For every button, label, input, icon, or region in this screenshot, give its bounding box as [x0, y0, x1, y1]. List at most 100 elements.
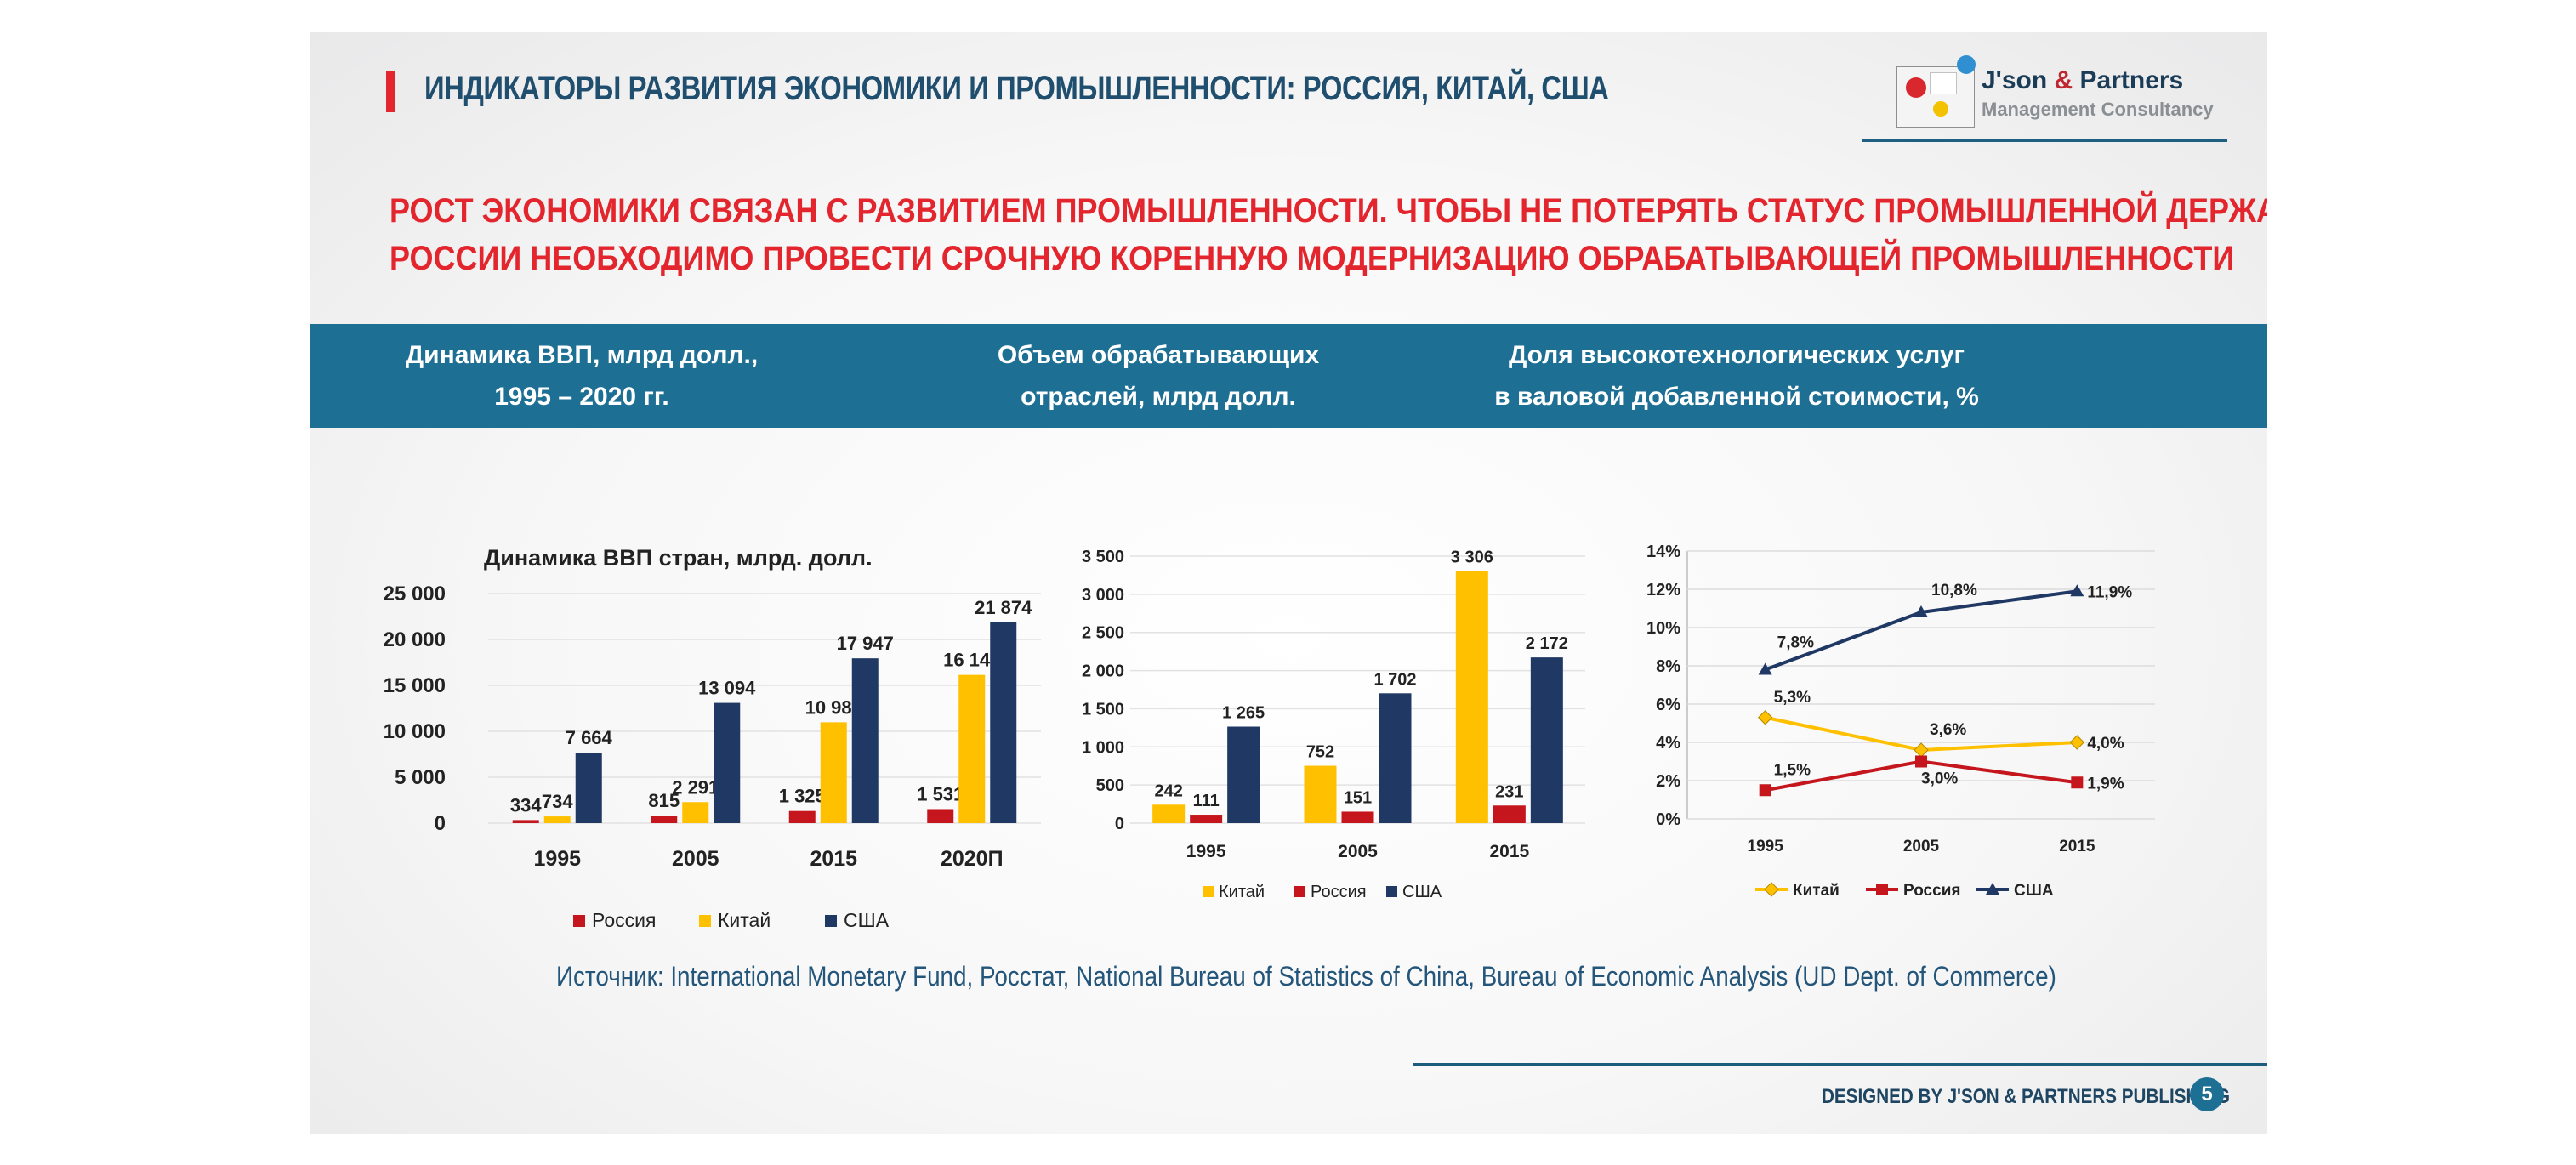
bar-Россия — [1341, 811, 1374, 823]
bar-США — [990, 622, 1017, 823]
bar-Китай — [820, 722, 847, 823]
bar-США — [851, 658, 879, 823]
data-label: 1 265 — [1222, 704, 1265, 723]
y-tick-label: 2 500 — [1082, 624, 1124, 643]
marker-Китай — [1757, 710, 1773, 725]
footer-credit: DESIGNED BY J'SON & PARTNERS PUBLISHING — [1822, 1085, 2231, 1108]
marker-Россия — [2071, 776, 2084, 789]
legend-label: Китай — [1219, 883, 1265, 901]
bar-Россия — [651, 816, 678, 823]
bar-Россия — [927, 809, 954, 823]
data-label: 111 — [1193, 792, 1220, 810]
data-label: 3 306 — [1451, 548, 1493, 566]
data-label: 3,6% — [1930, 721, 1966, 739]
header-divider — [1862, 139, 2227, 142]
column-header-manufacturing: Объем обрабатывающих отраслей, млрд долл… — [997, 341, 1320, 411]
x-tick-label: 2020П — [941, 847, 1004, 871]
data-label: 815 — [648, 790, 680, 811]
bar-Китай — [682, 802, 709, 823]
marker-Россия — [1759, 784, 1771, 797]
y-tick-label: 14% — [1646, 543, 1680, 561]
x-tick-label: 2015 — [2059, 838, 2095, 855]
page-number: 5 — [2190, 1077, 2224, 1111]
page-title: ИНДИКАТОРЫ РАЗВИТИЯ ЭКОНОМИКИ И ПРОМЫШЛЕ… — [424, 70, 1609, 107]
data-label: 5,3% — [1774, 689, 1811, 707]
y-tick-label: 20 000 — [384, 628, 446, 651]
slide: ИНДИКАТОРЫ РАЗВИТИЯ ЭКОНОМИКИ И ПРОМЫШЛЕ… — [310, 32, 2267, 1134]
y-tick-label: 1 500 — [1082, 700, 1124, 719]
data-label: 21 874 — [975, 597, 1032, 618]
legend-label: США — [2014, 882, 2054, 900]
bar-США — [714, 702, 741, 823]
bar-Китай — [1304, 765, 1337, 823]
series-line-США — [1764, 589, 2078, 672]
data-label: 1,5% — [1774, 761, 1811, 779]
data-label: 242 — [1154, 781, 1182, 800]
x-tick-label: 2005 — [672, 847, 719, 871]
data-label: 17 947 — [837, 633, 894, 654]
y-tick-label: 4% — [1656, 734, 1680, 753]
legend-swatch — [1386, 886, 1397, 897]
y-tick-label: 5 000 — [395, 766, 446, 789]
data-label: 10,8% — [1931, 582, 1977, 600]
footer-divider — [1413, 1063, 2267, 1066]
bar-Россия — [1493, 805, 1526, 823]
bar-США — [1530, 657, 1563, 823]
data-label: 151 — [1344, 788, 1372, 807]
data-label: 4,0% — [2087, 735, 2124, 753]
company-logo: J'son & Partners Management Consultancy — [1893, 51, 2233, 145]
y-tick-label: 0% — [1656, 810, 1680, 829]
key-message-line-2: РОССИИ НЕОБХОДИМО ПРОВЕСТИ СРОЧНУЮ КОРЕН… — [390, 240, 2235, 277]
bar-Китай — [1455, 571, 1488, 823]
y-tick-label: 3 500 — [1082, 548, 1124, 566]
legend-label: Россия — [1903, 882, 1960, 900]
data-label: 1 531 — [917, 783, 964, 804]
y-tick-label: 15 000 — [384, 674, 446, 697]
bar-Китай — [543, 816, 571, 823]
marker-Китай — [1764, 882, 1779, 897]
key-message-line-1: РОСТ ЭКОНОМИКИ СВЯЗАН С РАЗВИТИЕМ ПРОМЫШ… — [390, 192, 2267, 230]
marker-Россия — [1876, 884, 1888, 895]
y-tick-label: 2% — [1656, 772, 1680, 791]
data-label: 752 — [1306, 743, 1334, 762]
data-label: 231 — [1495, 782, 1523, 801]
marker-Россия — [1915, 755, 1927, 768]
marker-США — [1986, 883, 1999, 895]
data-label: 13 094 — [698, 678, 756, 699]
y-tick-label: 2 000 — [1082, 662, 1124, 681]
y-tick-label: 25 000 — [384, 582, 446, 605]
y-tick-label: 8% — [1656, 657, 1680, 676]
source-note: Источник: International Monetary Fund, Р… — [556, 961, 2056, 992]
marker-США — [2070, 584, 2084, 597]
y-tick-label: 10% — [1646, 619, 1680, 638]
data-label: 1 702 — [1373, 670, 1416, 689]
logo-mark-icon — [1896, 55, 1976, 128]
logo-subtitle: Management Consultancy — [1982, 99, 2214, 120]
data-label: 7,8% — [1777, 634, 1814, 652]
data-label: 734 — [542, 791, 573, 812]
gdp-bar-chart: Динамика ВВП стран, млрд. долл. 0 5 000 10 … — [384, 545, 1041, 931]
bar-Россия — [1190, 815, 1223, 823]
title-accent-bar — [386, 71, 395, 112]
legend-swatch — [825, 915, 837, 927]
bar-США — [575, 753, 602, 823]
bar-Россия — [512, 820, 539, 823]
chart-title: Динамика ВВП стран, млрд. долл. — [484, 545, 873, 571]
data-label: 1,9% — [2087, 775, 2124, 793]
bar-Китай — [958, 674, 986, 823]
column-header-band: Динамика ВВП, млрд долл., 1995 – 2020 гг… — [310, 324, 2267, 428]
y-tick-label: 6% — [1656, 696, 1680, 714]
marker-Китай — [1914, 742, 1929, 758]
hightech-line-chart: 0% 2% 4% 6% 8% 10% 12% 14% 1995 2005 2015 5,3% 3,6% 4… — [1646, 543, 2155, 900]
legend-swatch — [1203, 886, 1214, 897]
y-tick-label: 1 000 — [1082, 738, 1124, 757]
bar-США — [1227, 726, 1260, 823]
x-tick-label: 2015 — [810, 847, 857, 871]
column-header-gdp: Динамика ВВП, млрд долл., 1995 – 2020 гг… — [405, 341, 759, 411]
column-header-hightech: Доля высокотехнологических услуг в валов… — [1494, 341, 1979, 411]
marker-Китай — [2069, 735, 2085, 750]
x-tick-label: 1995 — [1186, 842, 1226, 861]
legend-label: США — [1402, 883, 1442, 901]
bar-Китай — [1152, 804, 1186, 823]
legend-swatch — [1294, 886, 1305, 897]
